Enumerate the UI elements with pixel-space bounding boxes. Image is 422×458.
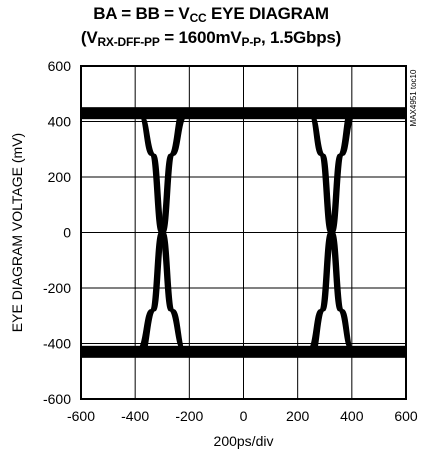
eye-rail xyxy=(82,345,405,358)
x-tick-labels: -600 -400 -200 0 200 400 600 xyxy=(67,408,418,424)
x-tick-label: 600 xyxy=(394,408,418,424)
x-axis-label: 200ps/div xyxy=(214,433,274,449)
chart-title-line1: BA = BB = VCC EYE DIAGRAM xyxy=(93,4,329,25)
x-tick-label: 0 xyxy=(240,408,248,424)
y-tick-label: 200 xyxy=(48,169,72,185)
y-tick-label: -600 xyxy=(43,391,71,407)
eye-traces xyxy=(80,107,406,358)
eye-rail xyxy=(82,107,405,120)
plot-frame xyxy=(80,65,407,400)
x-tick-label: 400 xyxy=(340,408,364,424)
y-tick-labels: 600 400 200 0 -200 -400 -600 xyxy=(43,58,71,407)
y-tick-label: 400 xyxy=(48,114,72,130)
y-tick-label: 0 xyxy=(63,225,71,241)
x-tick-label: 200 xyxy=(286,408,310,424)
figure-reference-note: MAX4951 toc10 xyxy=(409,69,418,126)
y-axis-label: EYE DIAGRAM VOLTAGE (mV) xyxy=(9,133,25,332)
y-tick-label: -200 xyxy=(43,280,71,296)
y-tick-label: -400 xyxy=(43,336,71,352)
chart-title-line2: (VRX-DFF-PP = 1600mVP-P, 1.5Gbps) xyxy=(80,28,342,49)
x-tick-label: -200 xyxy=(175,408,203,424)
x-tick-label: -400 xyxy=(121,408,149,424)
y-tick-label: 600 xyxy=(48,58,72,74)
x-tick-label: -600 xyxy=(67,408,95,424)
